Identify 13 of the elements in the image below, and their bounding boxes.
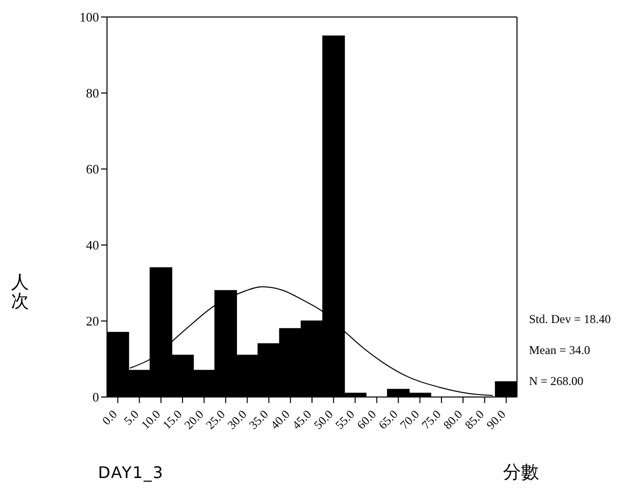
text: N = 268.00 [529, 374, 584, 389]
text: DAY1_3 [98, 463, 164, 482]
y-tick-label: 40 [86, 238, 99, 253]
x-tick-label: 0.0 [99, 407, 120, 428]
y-tick-label: 60 [86, 162, 99, 177]
text: Mean = 34.0 [529, 343, 590, 358]
text: Std. Dev = 18.40 [529, 312, 611, 327]
y-axis-title: 人次 [10, 272, 30, 312]
y-tick-label: 20 [86, 314, 99, 329]
x-axis-title: 分數 [503, 461, 539, 484]
y-tick-label: 0 [92, 390, 99, 405]
y-tick-label: 100 [80, 10, 99, 25]
y-tick-label: 80 [86, 86, 99, 101]
